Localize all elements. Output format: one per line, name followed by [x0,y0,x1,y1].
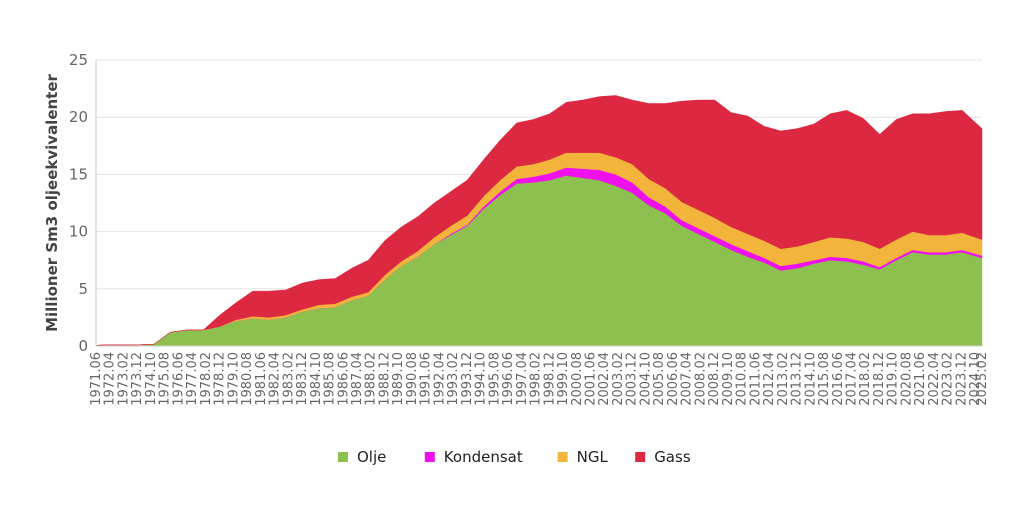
x-tick-label: 1984.10 [309,352,324,406]
x-tick-label: 1982.04 [268,352,283,406]
x-tick-label: 2009.10 [721,352,736,406]
x-tick-label: 1983.12 [295,352,310,406]
x-tick-label: 1998.02 [529,352,544,406]
x-tick-label: 2023.02 [941,352,956,406]
x-tick-label: 1980.08 [240,352,255,406]
x-tick-label: 2025.02 [975,352,990,406]
x-tick-label: 1985.08 [323,352,338,406]
x-tick-label: 1999.10 [556,352,571,406]
x-tick-label: 2013.02 [776,352,791,406]
x-tick-label: 2015.08 [817,352,832,406]
x-tick-label: 2012.04 [762,352,777,406]
x-tick-label: 1991.06 [419,352,434,406]
legend-swatch-kondensat [424,452,435,462]
x-tick-label: 1992.04 [432,352,447,406]
x-tick-label: 2017.04 [845,352,860,406]
x-tick-label: 1989.10 [391,352,406,406]
x-tick-label: 1983.02 [281,352,296,406]
x-tick-label: 1971.06 [89,352,104,406]
x-tick-label: 1986.06 [336,352,351,406]
x-tick-label: 2011.06 [748,352,763,406]
legend: Olje Kondensat NGL Gass [338,448,691,466]
x-tick-label: 1987.04 [350,352,365,406]
x-tick-label: 1998.12 [542,352,557,406]
x-tick-label: 2003.02 [611,352,626,406]
x-tick-label: 2018.02 [858,352,873,406]
legend-swatch-olje [338,452,348,462]
x-tick-label: 1977.04 [185,352,200,406]
x-tick-label: 2004.10 [639,352,654,406]
x-tick-label: 1990.08 [405,352,420,406]
legend-label-olje: Olje [357,448,386,466]
x-tick-label: 2024.10 [968,352,983,406]
x-tick-label: 1988.02 [364,352,379,406]
y-tick-label: 15 [69,165,88,183]
y-tick-label: 0 [78,337,88,355]
x-tick-label: 1976.06 [171,352,186,406]
x-tick-label: 1979.10 [226,352,241,406]
legend-label-ngl: NGL [577,448,609,466]
x-tick-label: 2013.12 [790,352,805,406]
x-tick-label: 2008.02 [693,352,708,406]
y-tick-label: 10 [69,223,88,241]
x-tick-label: 2000.08 [570,352,585,406]
x-tick-label: 1974.10 [144,352,159,406]
x-tick-label: 2022.04 [927,352,942,406]
x-tick-label: 1993.02 [446,352,461,406]
x-tick-label: 2019.10 [886,352,901,406]
x-tick-label: 2006.06 [666,352,681,406]
x-tick-label: 1975.08 [158,352,173,406]
legend-label-gass: Gass [654,448,691,466]
legend-label-kondensat: Kondensat [444,448,523,466]
x-tick-label: 2003.12 [625,352,640,406]
x-tick-label: 1996.06 [501,352,516,406]
x-tick-label: 1981.06 [254,352,269,406]
x-tick-label: 1994.10 [474,352,489,406]
x-tick-label: 1995.08 [487,352,502,406]
x-tick-label: 2005.08 [652,352,667,406]
x-tick-label: 1973.12 [130,352,145,406]
x-tick-label: 1973.02 [117,352,132,406]
x-tick-label: 2023.12 [954,352,969,406]
y-tick-label: 25 [69,51,88,69]
x-tick-label: 2021.06 [913,352,928,406]
x-tick-label: 1978.02 [199,352,214,406]
x-tick-label: 1988.12 [378,352,393,406]
y-tick-label: 20 [69,108,88,126]
legend-swatch-gass [635,452,646,462]
x-tick-label: 2002.04 [597,352,612,406]
area-series-gass [95,95,983,346]
x-tick-label: 2010.08 [735,352,750,406]
x-tick-label: 1997.04 [515,352,530,406]
x-tick-label: 1993.12 [460,352,475,406]
x-tick-label: 2020.08 [899,352,914,406]
y-tick-label: 5 [78,280,88,298]
x-tick-label: 2008.12 [707,352,722,406]
y-axis-label: Millioner Sm3 oljeekvivalenter [43,73,61,331]
x-tick-label: 1972.04 [103,352,118,406]
legend-swatch-ngl [557,452,568,462]
x-tick-label: 2018.12 [872,352,887,406]
x-tick-label: 2001.06 [584,352,599,406]
x-tick-label: 1978.12 [213,352,228,406]
x-tick-label: 2016.06 [831,352,846,406]
x-tick-label: 2007.04 [680,352,695,406]
stacked-areas [95,95,983,347]
axes: 05101520251971.061972.041973.021973.1219… [69,51,990,406]
x-tick-label: 2014.10 [803,352,818,406]
